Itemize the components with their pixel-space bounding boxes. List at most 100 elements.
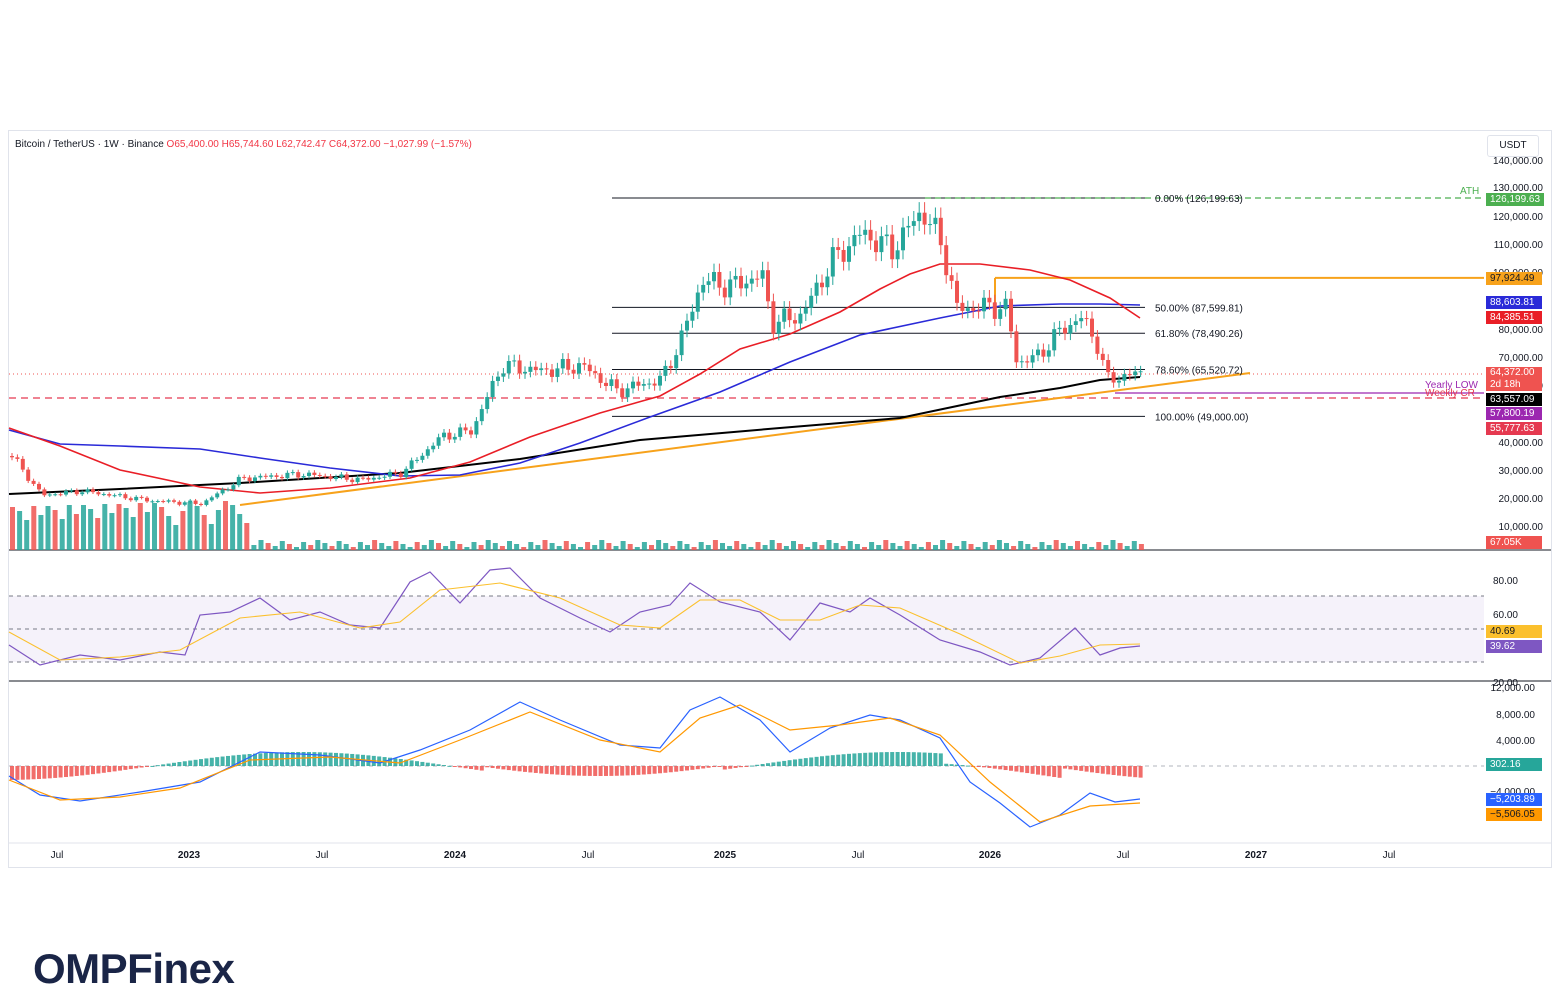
candle-body (193, 500, 198, 504)
candle-body (463, 427, 468, 431)
candle-body (112, 495, 117, 497)
candle-body (485, 397, 490, 410)
candle-body (890, 234, 895, 260)
volume-bar (201, 515, 207, 550)
candle-body (474, 421, 479, 435)
candle-body (188, 500, 193, 503)
candle-body (307, 472, 311, 477)
macd-histogram-bar (906, 752, 911, 766)
candle-body (1133, 371, 1138, 376)
macd-histogram-bar (317, 752, 322, 766)
candle-body (820, 282, 824, 288)
candle-body (425, 449, 430, 456)
macd-histogram-bar (836, 754, 841, 766)
volume-bar (443, 546, 449, 550)
macd-histogram-bar (166, 763, 171, 766)
macd-histogram-bar (658, 766, 662, 774)
volume-bar (308, 545, 314, 550)
candle-body (560, 358, 565, 369)
fibonacci-label: 100.00% (49,000.00) (1155, 412, 1248, 423)
volume-bar (677, 541, 683, 550)
volume-bar (315, 540, 321, 550)
candle-body (992, 302, 997, 319)
candle-body (263, 475, 268, 477)
candle-body (987, 297, 992, 303)
candle-body (523, 371, 527, 374)
candle-body (447, 432, 452, 440)
macd-histogram-bar (458, 766, 463, 768)
volume-bar (947, 543, 953, 550)
candle-body (949, 275, 954, 281)
candle-body (744, 283, 749, 289)
macd-histogram-bar (506, 766, 511, 771)
volume-bar (542, 540, 548, 550)
macd-histogram-bar (895, 752, 900, 766)
macd-histogram-bar (668, 766, 673, 773)
candle-body (1090, 318, 1094, 337)
macd-histogram-bar (485, 766, 490, 768)
chart-frame[interactable] (8, 130, 1552, 868)
fibonacci-label: 78.60% (65,520.72) (1155, 366, 1243, 377)
macd-histogram-bar (469, 766, 473, 770)
volume-bar (343, 544, 349, 550)
rsi-axis-tick: 60.00 (1493, 610, 1518, 621)
volume-bar (436, 543, 441, 550)
macd-histogram-bar (512, 766, 517, 771)
candle-body (490, 380, 495, 398)
price-axis-tick: 140,000.00 (1493, 156, 1543, 167)
candle-body (695, 292, 700, 312)
volume-bar (691, 547, 697, 550)
macd-histogram-bar (1009, 766, 1013, 771)
candle-body (998, 309, 1003, 319)
candle-body (1106, 360, 1111, 373)
macd-pane (8, 696, 1484, 828)
volume-bar (45, 506, 51, 550)
ohlc-values: O65,400.00 H65,744.60 L62,742.47 C64,372… (166, 139, 472, 150)
candle-body (101, 494, 106, 496)
price-axis-tick: 120,000.00 (1493, 212, 1543, 223)
rsi-axis-tick: 20.00 (1493, 678, 1518, 689)
volume-bar (336, 541, 342, 550)
macd-histogram-bar (857, 753, 862, 766)
candle-body (166, 500, 171, 502)
volume-bar (215, 510, 221, 550)
candle-body (874, 240, 878, 253)
volume-bar (223, 501, 228, 550)
macd-histogram-bar (177, 762, 182, 766)
candle-body (469, 430, 473, 435)
candle-body (361, 477, 365, 479)
candle-body (922, 212, 927, 225)
currency-button[interactable]: USDT (1487, 135, 1539, 157)
macd-histogram-bar (922, 752, 927, 766)
volume-bar (59, 519, 65, 550)
candle-body (1057, 327, 1062, 330)
candle-body (755, 278, 760, 280)
macd-histogram-bar (96, 766, 101, 774)
volume-bar (1082, 544, 1088, 550)
volume-bar (634, 547, 640, 550)
macd-histogram-bar (614, 766, 619, 776)
volume-bar (357, 542, 363, 550)
ath-price-tag: 126,199.63 (1486, 193, 1545, 206)
macd-histogram-bar (15, 766, 20, 780)
candle-body (226, 489, 230, 491)
candle-body (1019, 361, 1024, 363)
macd-histogram-bar (220, 756, 225, 766)
symbol-name[interactable]: Bitcoin / TetherUS · 1W · Binance (15, 139, 164, 150)
candle-body (955, 280, 959, 303)
price-axis-tick: 110,000.00 (1494, 240, 1544, 251)
candle-body (118, 494, 122, 496)
volume-bar (783, 546, 789, 550)
candle-body (852, 235, 857, 247)
macd-histogram-bar (544, 766, 549, 774)
rsi-ma-tag: 40.69 (1486, 625, 1542, 638)
candle-body (604, 382, 608, 386)
volume-bars (10, 501, 1144, 550)
macd-histogram-bar (323, 752, 328, 766)
macd-histogram-bar (755, 764, 760, 766)
candle-body (544, 368, 549, 370)
macd-histogram-bar (863, 752, 868, 766)
macd-histogram-bar (1025, 766, 1030, 774)
volume-bar (684, 544, 690, 550)
